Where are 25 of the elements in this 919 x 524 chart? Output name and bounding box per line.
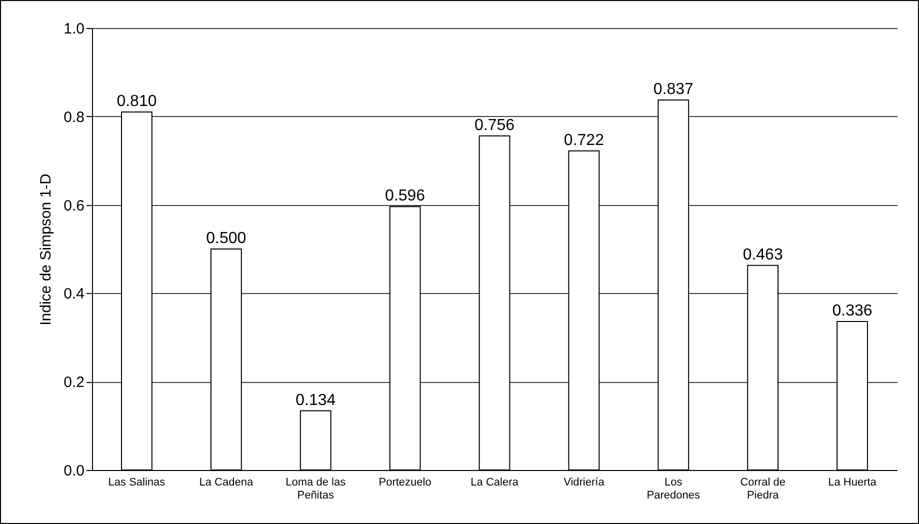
x-tick-label: Loma de las Peñitas [286, 476, 346, 502]
x-tick-label: Las Salinas [108, 476, 166, 488]
x-tick-label: Vidriería [564, 476, 606, 488]
y-tick-label: 0.4 [64, 286, 84, 303]
x-tick-label: Los Paredones [646, 476, 700, 502]
y-tick-label: 1.0 [64, 20, 84, 38]
y-axis-title: Indice de Simpson 1-D [38, 173, 55, 326]
x-tick-label: La Cadena [199, 476, 254, 488]
y-tick-label: 0.6 [64, 197, 84, 214]
y-tick-label: 0.0 [64, 462, 84, 480]
x-tick-label: Corral de Piedra [740, 476, 786, 502]
data-label: 0.596 [385, 188, 426, 205]
x-tick-label: La Calera [470, 476, 520, 488]
x-tick-label: Portezuelo [378, 476, 432, 488]
y-tick-label: 0.2 [64, 374, 84, 392]
data-label: 0.134 [296, 392, 336, 409]
x-tick-label: La Huerta [828, 476, 878, 488]
y-tick-label: 0.8 [64, 108, 84, 126]
data-label: 0.722 [564, 132, 604, 149]
data-label: 0.463 [742, 246, 783, 264]
data-label: 0.336 [832, 302, 872, 320]
data-label: 0.810 [116, 92, 157, 110]
data-label: 0.756 [474, 116, 515, 134]
data-label: 0.500 [206, 230, 246, 247]
data-label: 0.837 [653, 81, 694, 98]
